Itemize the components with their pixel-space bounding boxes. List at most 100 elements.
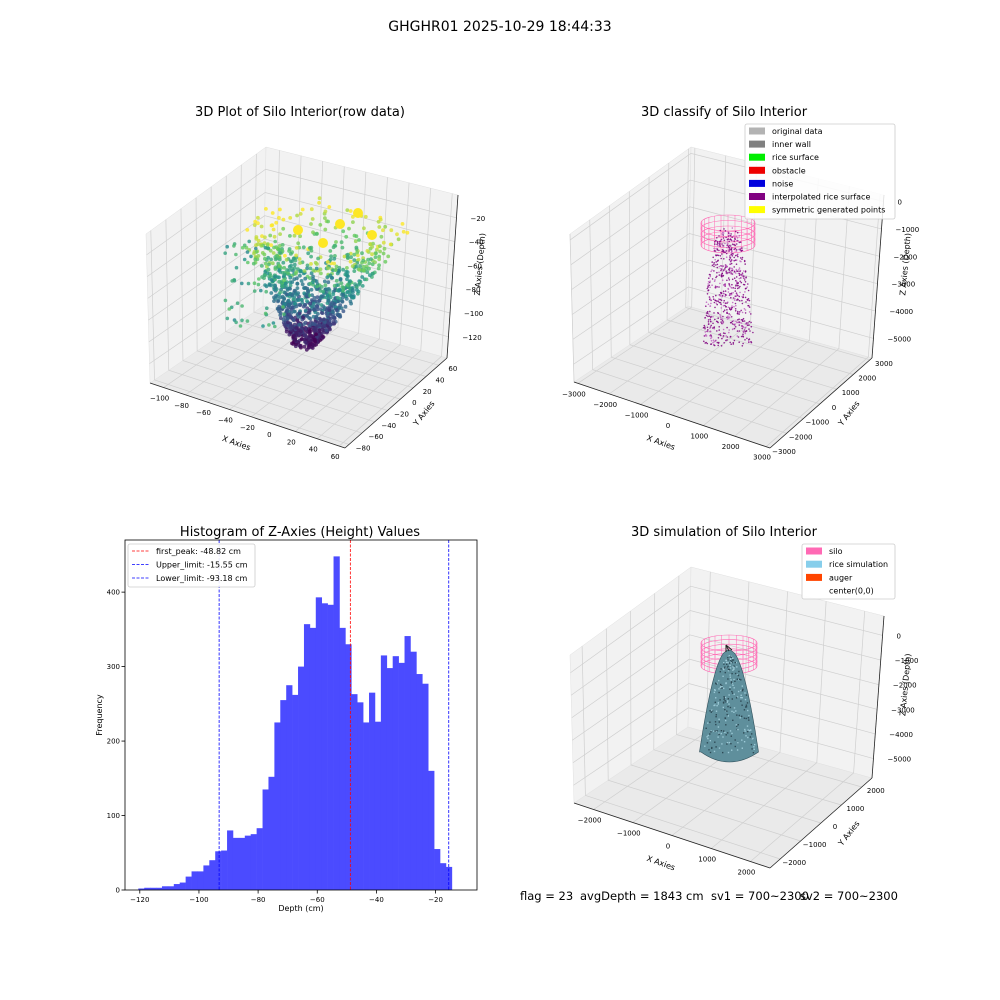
rice-point (716, 266, 719, 269)
grid-line (589, 219, 787, 434)
scatter-point (334, 240, 338, 244)
rice-point (743, 260, 746, 263)
surface-facet (715, 710, 718, 712)
rice-point (720, 303, 722, 306)
scatter-point (287, 264, 292, 269)
surface-facet (734, 680, 736, 682)
grid-line (147, 215, 454, 299)
z-tick-label: −20 (470, 215, 485, 223)
rice-point (728, 258, 731, 261)
scatter-point (321, 294, 325, 299)
scatter-point (282, 312, 286, 317)
rice-point (713, 340, 715, 343)
rice-point (741, 311, 744, 314)
surface-facet (731, 682, 734, 685)
rice-point (713, 247, 715, 250)
surface-facet (753, 748, 755, 750)
rice-point (732, 341, 735, 344)
x-tick-label: −20 (240, 424, 255, 432)
scatter-point (332, 302, 337, 306)
histogram-bar (398, 662, 405, 890)
rice-point (706, 330, 709, 332)
rice-point (733, 277, 736, 280)
rice-point (709, 326, 712, 328)
rice-point (741, 319, 744, 321)
surface-facet (731, 661, 733, 664)
surface-facet (746, 725, 749, 727)
rice-point (709, 280, 711, 283)
scatter-point (360, 284, 365, 288)
rice-point (742, 296, 744, 299)
rice-point (711, 269, 713, 271)
rice-point (731, 236, 733, 238)
rice-point (715, 320, 718, 323)
grid-line (146, 192, 455, 277)
rice-point (710, 270, 712, 273)
rice-point (724, 295, 726, 298)
surface-facet (722, 736, 724, 738)
scatter-point (285, 288, 290, 292)
surface-facet (720, 730, 723, 732)
rice-point (710, 316, 712, 319)
rice-point (713, 280, 716, 283)
rice-point (707, 286, 709, 288)
surface-facet (733, 707, 736, 709)
scatter-point (310, 298, 314, 302)
scatter-point (319, 285, 324, 289)
surface-facet (728, 655, 730, 657)
scatter-point (311, 277, 315, 281)
sv1-text: sv1 = 700~2300 (711, 889, 809, 903)
scatter-point (381, 251, 386, 256)
rice-point (736, 270, 738, 272)
rice-point (728, 329, 730, 331)
rice-point (738, 318, 740, 321)
scatter-point (340, 285, 345, 289)
scatter-point (299, 329, 303, 334)
rice-point (709, 334, 711, 337)
scatter-point (296, 291, 301, 296)
surface-facet (729, 664, 731, 666)
scatter-point (308, 246, 312, 250)
scatter-point (284, 257, 289, 262)
rice-point (733, 299, 736, 301)
surface-facet (736, 714, 738, 716)
scatter-point (361, 258, 366, 263)
surface-facet (754, 743, 756, 746)
rice-point (702, 326, 705, 329)
rice-point (738, 299, 741, 302)
scatter-point (315, 295, 320, 300)
scatter-point (342, 254, 347, 259)
rice-point (718, 274, 721, 276)
scatter-point (225, 316, 230, 321)
surface-facet (740, 700, 742, 702)
rice-point (729, 245, 732, 247)
surface-facet (717, 703, 719, 705)
histogram-bar (268, 776, 275, 890)
scatter-point (245, 319, 250, 323)
rice-point (716, 242, 719, 244)
rice-point (747, 322, 749, 324)
scatter-point (288, 283, 293, 288)
scatter-point (291, 256, 296, 261)
auger-marker (725, 644, 733, 652)
rice-point (727, 316, 729, 319)
rice-point (744, 309, 747, 311)
surface-facet (726, 701, 728, 703)
scatter-point (281, 305, 285, 309)
rice-point (729, 341, 731, 344)
scatter-point (263, 311, 268, 316)
scatter-point (262, 252, 267, 257)
scatter-point (328, 327, 332, 332)
scatter-point (295, 318, 300, 323)
grid-line (750, 611, 866, 862)
rice-point (710, 340, 713, 342)
rice-point (716, 249, 719, 251)
rice-point (734, 254, 737, 257)
x-tick-label: 1000 (698, 856, 716, 864)
scatter-point (298, 212, 303, 216)
scatter-point (370, 262, 375, 267)
z-tick-label: −1000 (895, 657, 919, 665)
rice-point (705, 301, 708, 304)
rice-point (748, 340, 750, 343)
rice-point (726, 318, 729, 320)
